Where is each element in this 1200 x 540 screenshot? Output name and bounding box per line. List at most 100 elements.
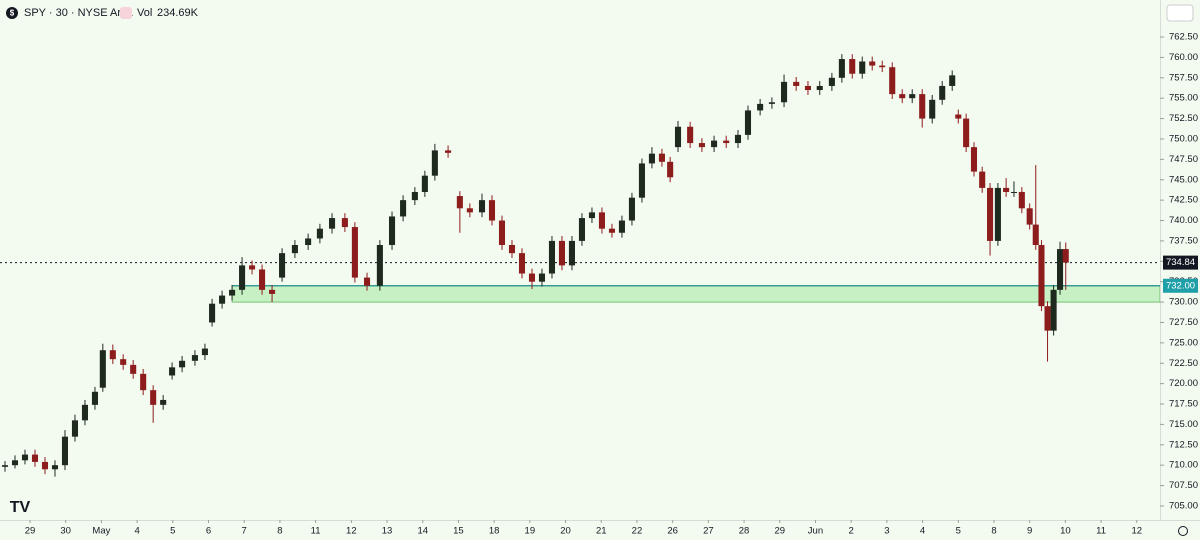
x-tick-label: 7 — [242, 526, 247, 537]
candle-body — [781, 81, 788, 103]
candle-body — [1003, 187, 1010, 192]
candle-body — [291, 244, 298, 254]
candle-body — [618, 220, 625, 233]
candle-body — [723, 140, 730, 144]
candle-body — [687, 126, 694, 144]
candle-body — [388, 216, 396, 245]
candle-body — [955, 114, 962, 119]
candle-body — [538, 273, 546, 282]
candle-body — [1018, 191, 1025, 209]
candle-body — [899, 94, 906, 99]
candle-body — [279, 253, 286, 278]
candle-body — [528, 273, 536, 282]
x-tick-label: 28 — [739, 526, 750, 537]
candle-body — [431, 150, 438, 176]
candle-body — [744, 110, 752, 135]
candle-body — [711, 140, 718, 148]
candle-body — [1062, 249, 1069, 263]
candle-body — [816, 85, 823, 91]
candle-body — [734, 134, 742, 144]
y-tick-label: 710.00 — [1169, 460, 1198, 471]
x-tick-label: 6 — [206, 526, 211, 537]
x-tick-label: 27 — [703, 526, 714, 537]
settings-button[interactable] — [1178, 526, 1188, 536]
candle-body — [400, 200, 407, 217]
x-tick-label: 11 — [311, 526, 321, 537]
level-label: 732.00 — [1166, 280, 1195, 291]
y-tick-label: 752.50 — [1169, 113, 1198, 124]
candle-body — [71, 420, 79, 437]
x-tick-label: 5 — [170, 526, 175, 537]
candle-body — [768, 102, 775, 104]
candle-body — [209, 303, 216, 323]
support-zone — [231, 285, 1161, 303]
candle-body — [445, 150, 452, 153]
candle-body — [160, 399, 167, 405]
candle-body — [919, 94, 926, 119]
x-tick-label: 29 — [774, 526, 785, 537]
x-tick-label: 19 — [525, 526, 536, 537]
candle-body — [1050, 289, 1057, 331]
candle-body — [939, 85, 946, 100]
time-axis: 29 30 May 4 5 6 7 8 11 12 13 14 15 18 19 20 21 22 26 27 28 29… — [25, 520, 1142, 537]
candle-body — [828, 77, 835, 86]
symbol-icon — [6, 7, 18, 19]
volume-value: 234.69K — [157, 7, 199, 19]
y-tick-label: 747.50 — [1169, 154, 1198, 165]
candle-body — [628, 197, 635, 221]
candle-body — [169, 367, 176, 376]
x-tick-label: 9 — [1027, 526, 1032, 537]
x-tick-label: 14 — [417, 526, 428, 537]
logo: TV — [10, 499, 31, 516]
x-tick-label: 8 — [991, 526, 996, 537]
candle-body — [498, 220, 506, 245]
candle-body — [316, 228, 323, 239]
candle-body — [201, 348, 208, 356]
candle-body — [421, 175, 428, 192]
candle-body — [929, 99, 936, 119]
price-axis: 705.00 707.50 710.00 712.50 715.00 717.50 720.… — [1160, 32, 1198, 511]
candle-body — [411, 191, 418, 201]
candle-body — [81, 404, 89, 421]
candle-body — [269, 289, 276, 294]
last-price-badge — [1163, 255, 1198, 270]
candle-body — [120, 359, 127, 365]
candle-body — [793, 81, 800, 86]
candle-body — [341, 218, 348, 228]
candle-body — [648, 153, 655, 164]
candle-body — [329, 218, 336, 229]
x-tick-label: 2 — [849, 526, 854, 537]
y-tick-label: 755.00 — [1169, 93, 1198, 104]
candle-body — [150, 390, 157, 405]
candle-body — [568, 240, 576, 266]
candle-body — [548, 240, 556, 274]
y-tick-label: 705.00 — [1169, 500, 1198, 511]
x-tick-label: 15 — [453, 526, 464, 537]
y-tick-label: 750.00 — [1169, 133, 1198, 144]
y-tick-label: 707.50 — [1169, 480, 1198, 491]
candle-body — [363, 277, 371, 286]
candle-body — [229, 289, 236, 296]
y-tick-label: 730.00 — [1169, 297, 1198, 308]
y-tick-label: 720.00 — [1169, 378, 1198, 389]
y-tick-label: 737.50 — [1169, 235, 1198, 246]
candle-body — [219, 295, 226, 304]
candle-body — [239, 265, 246, 290]
candle-body — [838, 59, 845, 78]
candle-body — [376, 244, 383, 286]
candle-body — [879, 65, 886, 68]
candle-body — [889, 67, 896, 95]
candle-body — [179, 360, 186, 368]
plot-area — [0, 54, 1161, 477]
candle-body — [21, 454, 29, 461]
candle-body — [140, 373, 147, 391]
y-tick-label: 722.50 — [1169, 358, 1198, 369]
candle-body — [667, 161, 674, 178]
candle-body — [1, 465, 9, 467]
candle-body — [91, 391, 99, 405]
x-tick-label: 8 — [277, 526, 282, 537]
volume-label: Vol — [137, 7, 152, 19]
x-tick-label: 26 — [667, 526, 678, 537]
scale-button[interactable] — [1166, 4, 1194, 22]
chart-title: SPY · 30 · NYSE Arca — [24, 7, 134, 19]
